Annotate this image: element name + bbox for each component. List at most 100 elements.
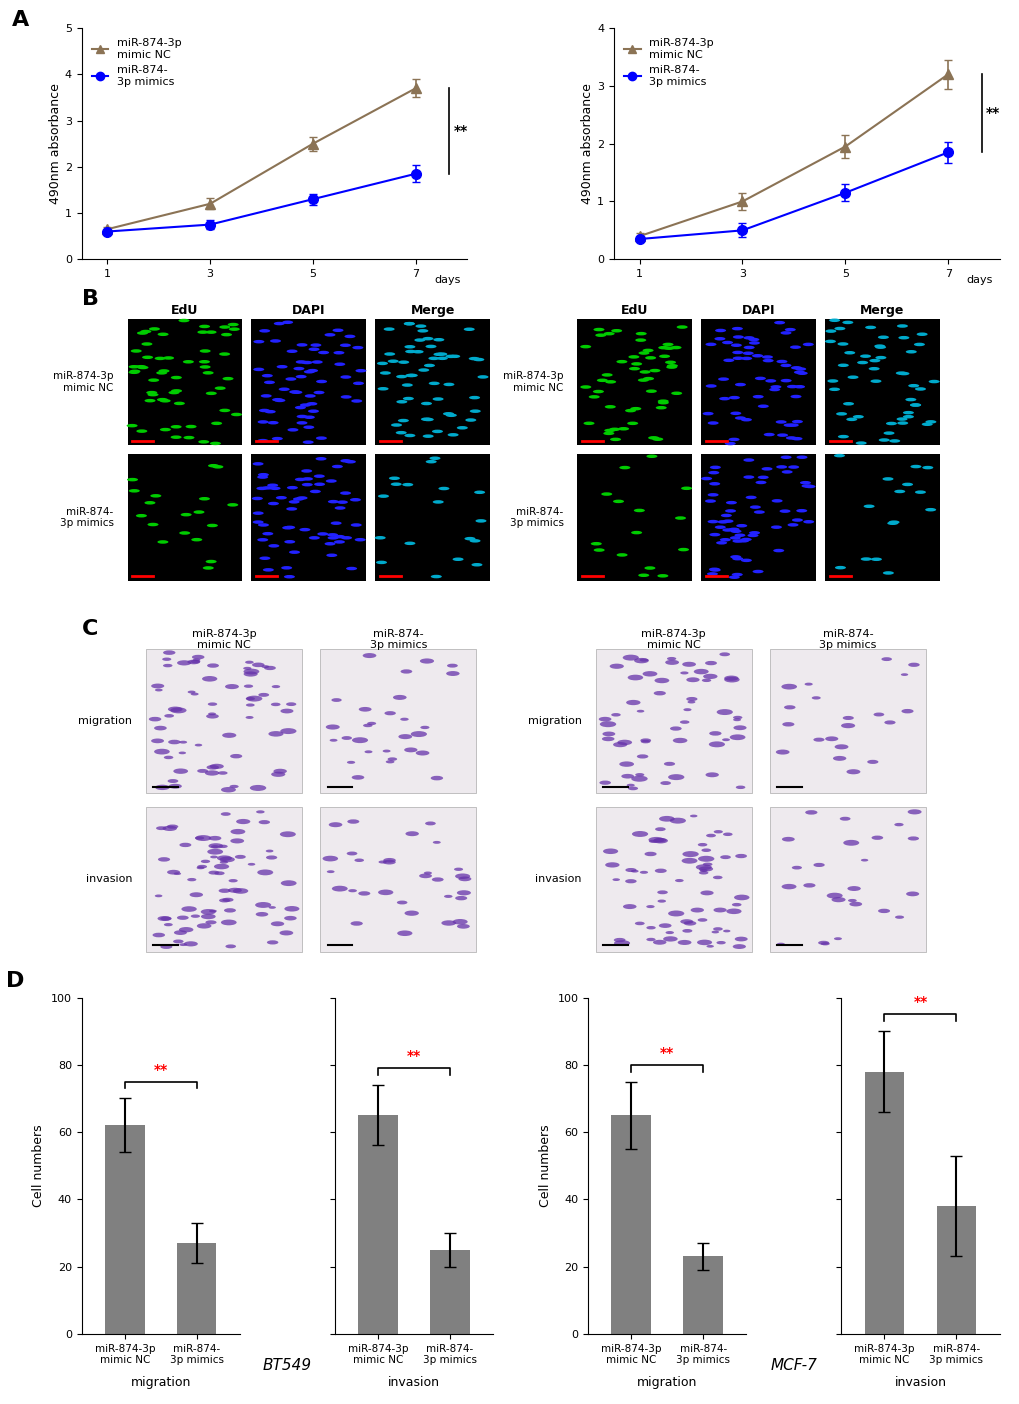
Text: days: days — [965, 275, 991, 285]
Circle shape — [432, 397, 443, 400]
Circle shape — [700, 890, 713, 896]
Circle shape — [646, 938, 655, 941]
Circle shape — [721, 519, 733, 522]
Circle shape — [203, 371, 213, 375]
Circle shape — [611, 879, 620, 880]
Circle shape — [626, 783, 634, 786]
Circle shape — [232, 889, 248, 894]
Circle shape — [294, 406, 306, 410]
FancyBboxPatch shape — [146, 649, 302, 793]
Circle shape — [782, 837, 794, 841]
Circle shape — [907, 663, 919, 667]
Circle shape — [781, 885, 796, 889]
Circle shape — [842, 320, 853, 324]
Circle shape — [909, 403, 920, 407]
Circle shape — [781, 684, 796, 689]
Circle shape — [801, 484, 812, 487]
Circle shape — [382, 750, 390, 753]
Circle shape — [856, 361, 867, 364]
Circle shape — [253, 521, 264, 524]
Circle shape — [580, 345, 591, 348]
Circle shape — [438, 487, 449, 490]
Circle shape — [173, 768, 187, 774]
Circle shape — [259, 409, 270, 413]
Circle shape — [669, 345, 681, 350]
Circle shape — [675, 517, 686, 519]
Circle shape — [588, 395, 599, 399]
Circle shape — [732, 943, 745, 949]
Circle shape — [834, 327, 845, 330]
X-axis label: invasion: invasion — [387, 1376, 439, 1389]
Circle shape — [436, 357, 447, 359]
Circle shape — [411, 731, 427, 737]
Circle shape — [634, 921, 644, 925]
Circle shape — [183, 941, 198, 946]
Circle shape — [377, 362, 387, 365]
Circle shape — [211, 845, 219, 848]
Circle shape — [834, 938, 841, 941]
Circle shape — [420, 658, 434, 664]
Circle shape — [158, 858, 170, 862]
Circle shape — [363, 653, 376, 658]
Circle shape — [465, 418, 476, 421]
Bar — [864, 1071, 904, 1334]
Circle shape — [397, 418, 409, 423]
Circle shape — [834, 744, 848, 750]
Circle shape — [425, 344, 436, 348]
Circle shape — [601, 737, 613, 741]
Circle shape — [445, 355, 455, 358]
Circle shape — [802, 343, 813, 347]
Circle shape — [149, 717, 161, 722]
Circle shape — [354, 858, 364, 862]
Circle shape — [399, 717, 409, 720]
Circle shape — [178, 927, 194, 932]
Circle shape — [877, 438, 889, 442]
Circle shape — [656, 574, 667, 577]
Circle shape — [418, 368, 429, 372]
Text: DAPI: DAPI — [291, 305, 325, 317]
Circle shape — [658, 924, 671, 928]
Circle shape — [324, 542, 335, 546]
Circle shape — [731, 573, 742, 576]
Circle shape — [608, 428, 620, 431]
Circle shape — [781, 470, 792, 473]
Circle shape — [304, 416, 315, 418]
Circle shape — [680, 671, 688, 674]
Circle shape — [317, 532, 328, 536]
Circle shape — [331, 698, 341, 702]
Circle shape — [675, 879, 683, 882]
Circle shape — [726, 908, 741, 914]
Circle shape — [623, 904, 636, 908]
Circle shape — [634, 658, 648, 663]
Circle shape — [206, 330, 216, 334]
Circle shape — [799, 482, 810, 484]
Circle shape — [842, 402, 853, 406]
Circle shape — [669, 726, 681, 730]
Circle shape — [654, 869, 666, 873]
Circle shape — [162, 657, 171, 661]
Circle shape — [894, 915, 903, 918]
Circle shape — [681, 487, 692, 490]
Circle shape — [273, 769, 286, 774]
Circle shape — [281, 566, 291, 570]
Circle shape — [622, 654, 638, 661]
Circle shape — [210, 855, 218, 858]
Circle shape — [657, 399, 668, 403]
Circle shape — [464, 327, 474, 331]
Circle shape — [648, 840, 657, 842]
Circle shape — [376, 560, 386, 564]
Circle shape — [197, 866, 204, 869]
Circle shape — [218, 771, 227, 775]
Circle shape — [824, 736, 838, 741]
Circle shape — [197, 769, 208, 774]
Circle shape — [657, 402, 668, 404]
Circle shape — [180, 512, 192, 517]
Y-axis label: Cell numbers: Cell numbers — [33, 1125, 45, 1207]
Circle shape — [164, 755, 173, 760]
FancyBboxPatch shape — [824, 319, 940, 445]
Circle shape — [271, 772, 285, 776]
Circle shape — [218, 845, 227, 848]
Circle shape — [752, 570, 763, 573]
Circle shape — [639, 371, 650, 373]
Circle shape — [443, 894, 452, 899]
